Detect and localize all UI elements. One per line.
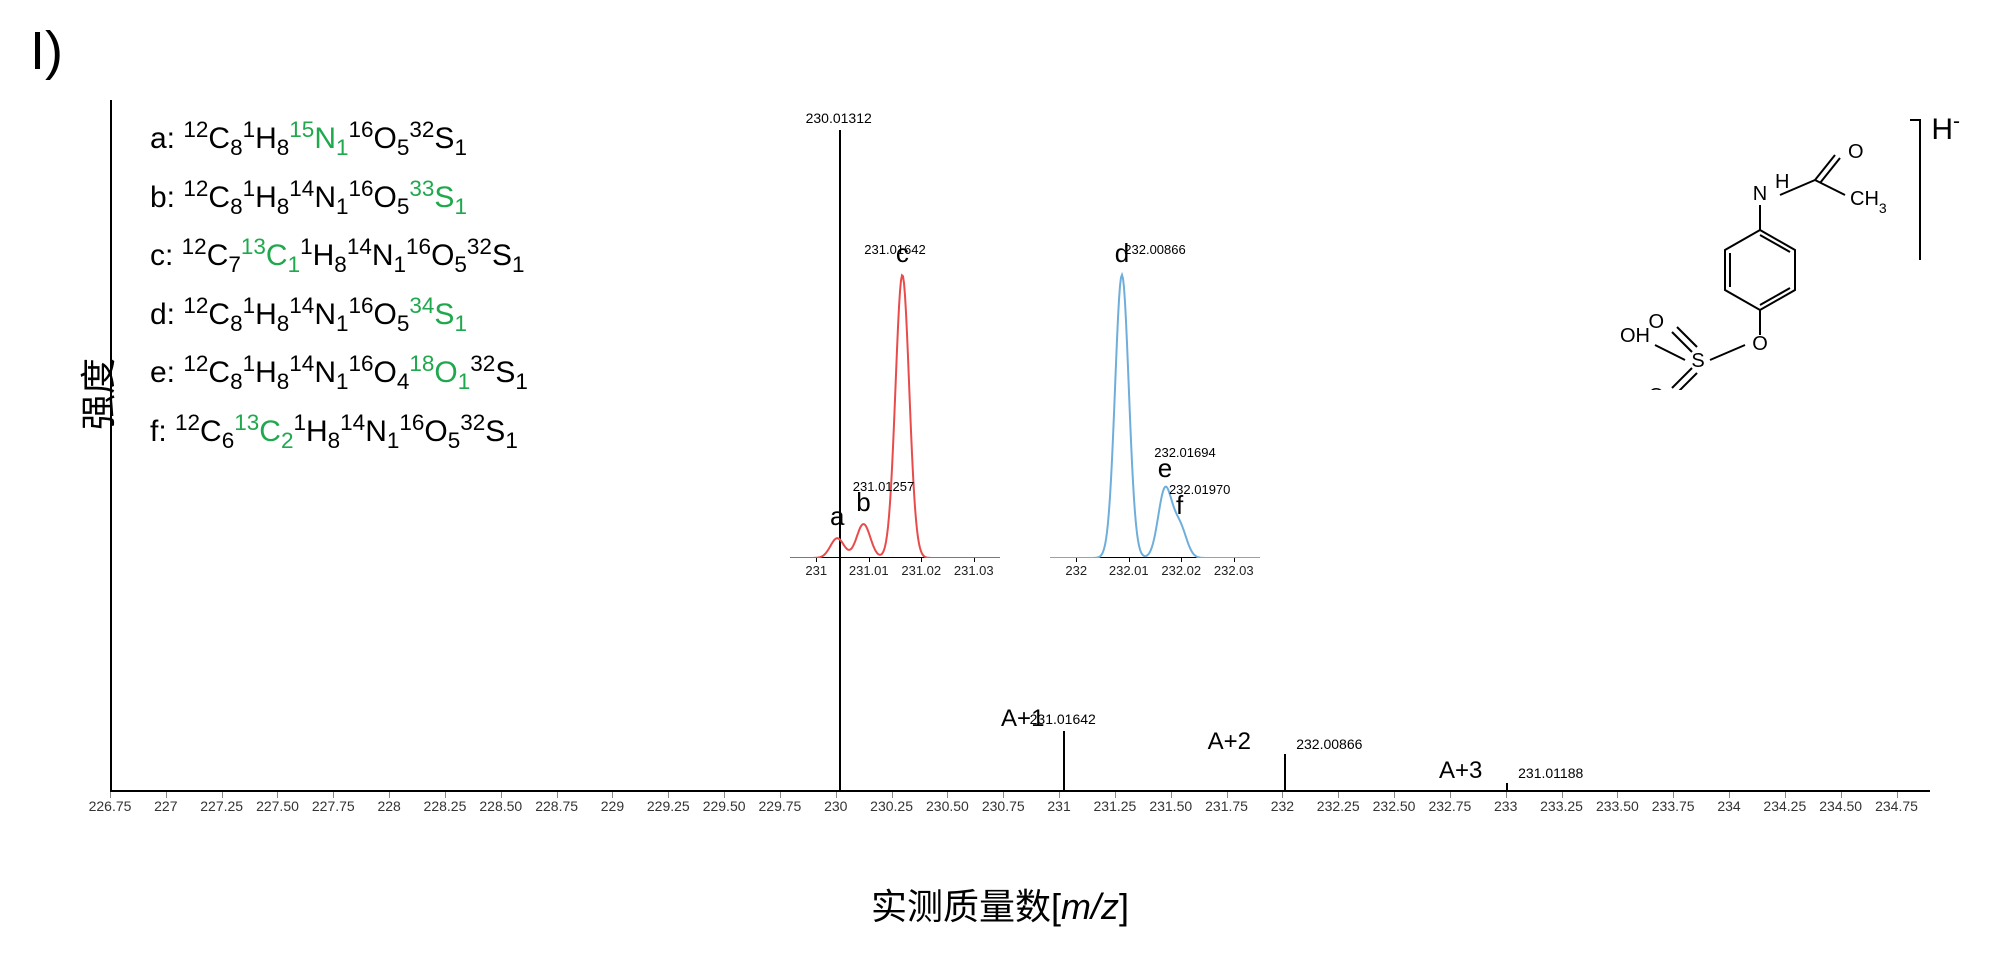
- x-tick-label: 230.50: [926, 798, 969, 814]
- x-tick-label: 226.75: [89, 798, 132, 814]
- peak-232.00866: [1284, 754, 1286, 790]
- inset-tick: [1129, 558, 1130, 562]
- x-tick-label: 234.50: [1819, 798, 1862, 814]
- inset-peak-value: 231.01257: [853, 479, 914, 494]
- x-tick-label: 228.50: [479, 798, 522, 814]
- x-tick-label: 229.25: [647, 798, 690, 814]
- x-tick-label: 230.25: [870, 798, 913, 814]
- x-tick-label: 233.25: [1540, 798, 1583, 814]
- molecular-structure: N H O CH3 O S O O OH: [1580, 110, 1940, 390]
- inset-peak-letter-d: d: [1115, 238, 1129, 269]
- x-tick-label: 231.25: [1093, 798, 1136, 814]
- sulfonyl-o1: O: [1648, 311, 1664, 333]
- inset-tick: [816, 558, 817, 562]
- inset-tick-label: 231.01: [849, 563, 889, 578]
- x-tick-label: 230: [824, 798, 847, 814]
- peak-annot-A+3: A+3: [1439, 757, 1482, 785]
- inset-peak-value: 232.01694: [1154, 445, 1215, 460]
- inset-tick: [1181, 558, 1182, 562]
- x-tick-label: 232.75: [1428, 798, 1471, 814]
- x-axis-line: [110, 790, 1930, 792]
- x-tick-label: 229.75: [759, 798, 802, 814]
- peak-233: [1506, 783, 1508, 790]
- x-tick-label: 227: [154, 798, 177, 814]
- inset2-curve: [1050, 260, 1260, 558]
- x-tick-label: 234.25: [1763, 798, 1806, 814]
- inset-tick: [921, 558, 922, 562]
- inset-peak-value: 232.01970: [1169, 482, 1230, 497]
- x-tick-label: 234.75: [1875, 798, 1918, 814]
- peak-label: 231.01188: [1518, 765, 1583, 781]
- x-tick-label: 231.75: [1205, 798, 1248, 814]
- n-atom: N: [1753, 183, 1767, 205]
- inset-tick: [869, 558, 870, 562]
- carbonyl-o: O: [1848, 141, 1864, 163]
- x-tick-label: 229.50: [703, 798, 746, 814]
- inset-curve-path: [790, 275, 1000, 558]
- x-tick-label: 228.75: [535, 798, 578, 814]
- x-tick-label: 232: [1271, 798, 1294, 814]
- inset-peak-letter-a: a: [830, 501, 844, 532]
- inset-tick-label: 232.03: [1214, 563, 1254, 578]
- inset-tick-label: 232.01: [1109, 563, 1149, 578]
- minus-sup: -: [1953, 110, 1960, 133]
- x-tick-label: 232.25: [1317, 798, 1360, 814]
- panel-label: I): [30, 20, 63, 82]
- x-tick-label: 228.25: [424, 798, 467, 814]
- x-tick-label: 231.50: [1149, 798, 1192, 814]
- inset-tick-label: 231: [805, 563, 827, 578]
- x-tick-label: 229: [601, 798, 624, 814]
- x-axis-label-mz: m/z: [1061, 886, 1119, 927]
- peak-annot-A+2: A+2: [1208, 728, 1251, 756]
- inset-tick-label: 231.03: [954, 563, 994, 578]
- inset-curve-path: [1050, 275, 1260, 558]
- x-tick-label: 231: [1047, 798, 1070, 814]
- sulfur: S: [1691, 350, 1704, 372]
- x-tick-label: 233.75: [1652, 798, 1695, 814]
- bracket-top: [1910, 120, 1920, 260]
- x-axis-label-pre: 实测质量数[: [871, 886, 1061, 927]
- inset-tick: [1234, 558, 1235, 562]
- inset-top-label: 232.00866: [1124, 242, 1185, 257]
- peak-label: 230.01312: [806, 110, 872, 126]
- x-tick-label: 233: [1494, 798, 1517, 814]
- inset-tick: [974, 558, 975, 562]
- inset-a-plus-1: 231.01642231231.01231.02231.03ab231.0125…: [790, 260, 1000, 580]
- x-tick-label: 228: [377, 798, 400, 814]
- inset-tick-label: 231.02: [901, 563, 941, 578]
- sulfonyl-o2: O: [1648, 385, 1664, 390]
- y-axis-line: [110, 100, 112, 790]
- peak-label: 232.00866: [1296, 736, 1362, 752]
- x-axis-label: 实测质量数[m/z]: [0, 878, 2000, 930]
- oh: OH: [1620, 325, 1650, 347]
- inset-a-plus-2: 232.00866232232.01232.02232.03de232.0169…: [1050, 260, 1260, 580]
- ether-o: O: [1752, 333, 1768, 355]
- x-tick-label: 227.50: [256, 798, 299, 814]
- inset-tick: [1076, 558, 1077, 562]
- inset-tick-label: 232.02: [1161, 563, 1201, 578]
- inset-tick-label: 232: [1065, 563, 1087, 578]
- peak-annot-A+1: A+1: [1001, 705, 1044, 733]
- nh-hydrogen: H: [1775, 171, 1789, 193]
- x-tick-label: 233.50: [1596, 798, 1639, 814]
- x-tick-label: 232.50: [1373, 798, 1416, 814]
- inset1-curve: [790, 260, 1000, 558]
- peak-231.01642: [1063, 731, 1065, 790]
- x-tick-label: 227.75: [312, 798, 355, 814]
- x-tick-label: 230.75: [982, 798, 1025, 814]
- x-tick-label: 227.25: [200, 798, 243, 814]
- x-axis-label-post: ]: [1119, 886, 1129, 927]
- x-tick-label: 234: [1717, 798, 1740, 814]
- ch3: CH3: [1850, 188, 1887, 216]
- inset-peak-letter-c: c: [896, 238, 909, 269]
